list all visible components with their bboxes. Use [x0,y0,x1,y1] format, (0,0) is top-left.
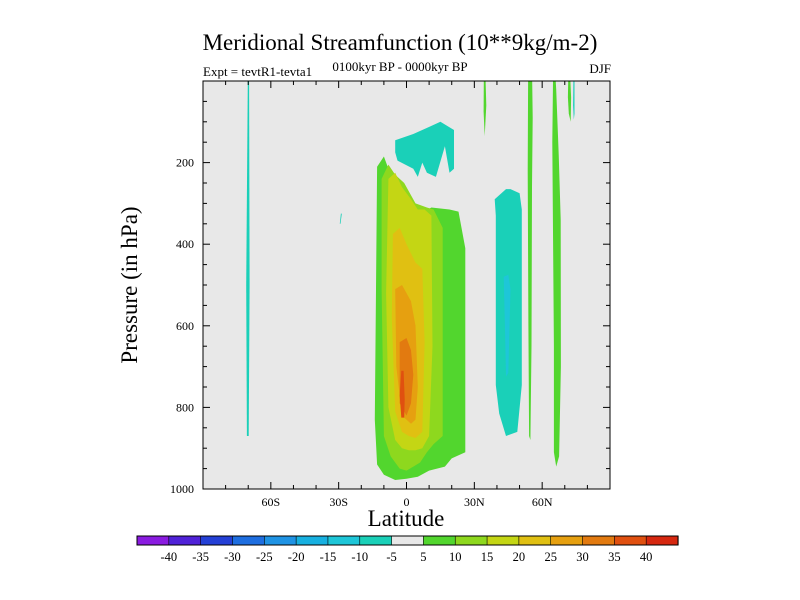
colorbar-label: 40 [640,550,653,564]
contour-region [573,81,575,120]
colorbar-swatch [295,535,329,546]
experiment-label: Expt = tevtR1-tevta1 [203,64,313,79]
chart-title: Meridional Streamfunction (10**9kg/m-2) [202,30,598,55]
y-axis-label: Pressure (in hPa) [117,206,142,363]
x-tick-label: 30N [464,495,485,509]
colorbar-label: 20 [513,550,526,564]
contour-region [552,81,561,467]
contour-region [483,81,487,137]
colorbar-label: 30 [576,550,589,564]
colorbar-label: -10 [351,550,368,564]
colorbar-swatch [391,535,425,546]
colorbar: -40 -35 -30 -25 -20 -15 -10 -5 5 10 15 20 25 30 35 40 [136,535,679,564]
colorbar-label: -25 [256,550,273,564]
colorbar-swatch [486,535,520,546]
colorbar-swatch [454,535,488,546]
colorbar-label: -5 [386,550,396,564]
colorbar-label: -15 [320,550,337,564]
contour-region [399,370,405,418]
contour-regions [246,81,575,480]
colorbar-swatch [582,535,615,546]
colorbar-swatch [518,535,552,546]
y-tick-label: 800 [176,400,194,414]
colorbar-swatch [200,535,234,546]
colorbar-label: 35 [608,550,621,564]
contour-region [527,81,533,440]
colorbar-swatch [327,535,361,546]
colorbar-label: 25 [544,550,557,564]
colorbar-label: 10 [449,550,462,564]
colorbar-swatch [423,535,456,546]
x-tick-label: 60N [532,495,553,509]
y-tick-label: 200 [176,156,194,170]
contour-region [503,274,511,377]
colorbar-swatch [359,535,393,546]
contour-region [395,121,454,177]
season-label: DJF [589,61,611,76]
colorbar-label: 5 [420,550,426,564]
x-tick-label: 30S [329,495,348,509]
colorbar-label: 15 [481,550,494,564]
axis-ticks: 60S 30S 0 30N 60N 200 400 600 800 1000 [170,81,610,509]
colorbar-swatch [645,535,679,546]
colorbar-swatch [232,535,265,546]
y-tick-label: 400 [176,237,194,251]
x-axis-label: Latitude [368,506,445,531]
contour-region [246,81,250,436]
y-tick-label: 600 [176,319,194,333]
contour-region [567,81,572,122]
colorbar-swatch [263,535,297,546]
colorbar-frame [136,535,679,546]
colorbar-swatch [136,535,170,546]
colorbar-swatch [614,535,647,546]
colorbar-swatch [550,535,584,546]
colorbar-label: -35 [192,550,209,564]
x-tick-label: 0 [404,495,410,509]
time-range-label: 0100kyr BP - 0000kyr BP [332,59,468,74]
colorbar-label: -20 [288,550,305,564]
colorbar-swatch [168,535,202,546]
colorbar-label: -40 [160,550,177,564]
y-tick-label: 1000 [170,482,194,496]
colorbar-label: -30 [224,550,241,564]
contour-region [339,213,342,224]
x-tick-label: 60S [261,495,280,509]
